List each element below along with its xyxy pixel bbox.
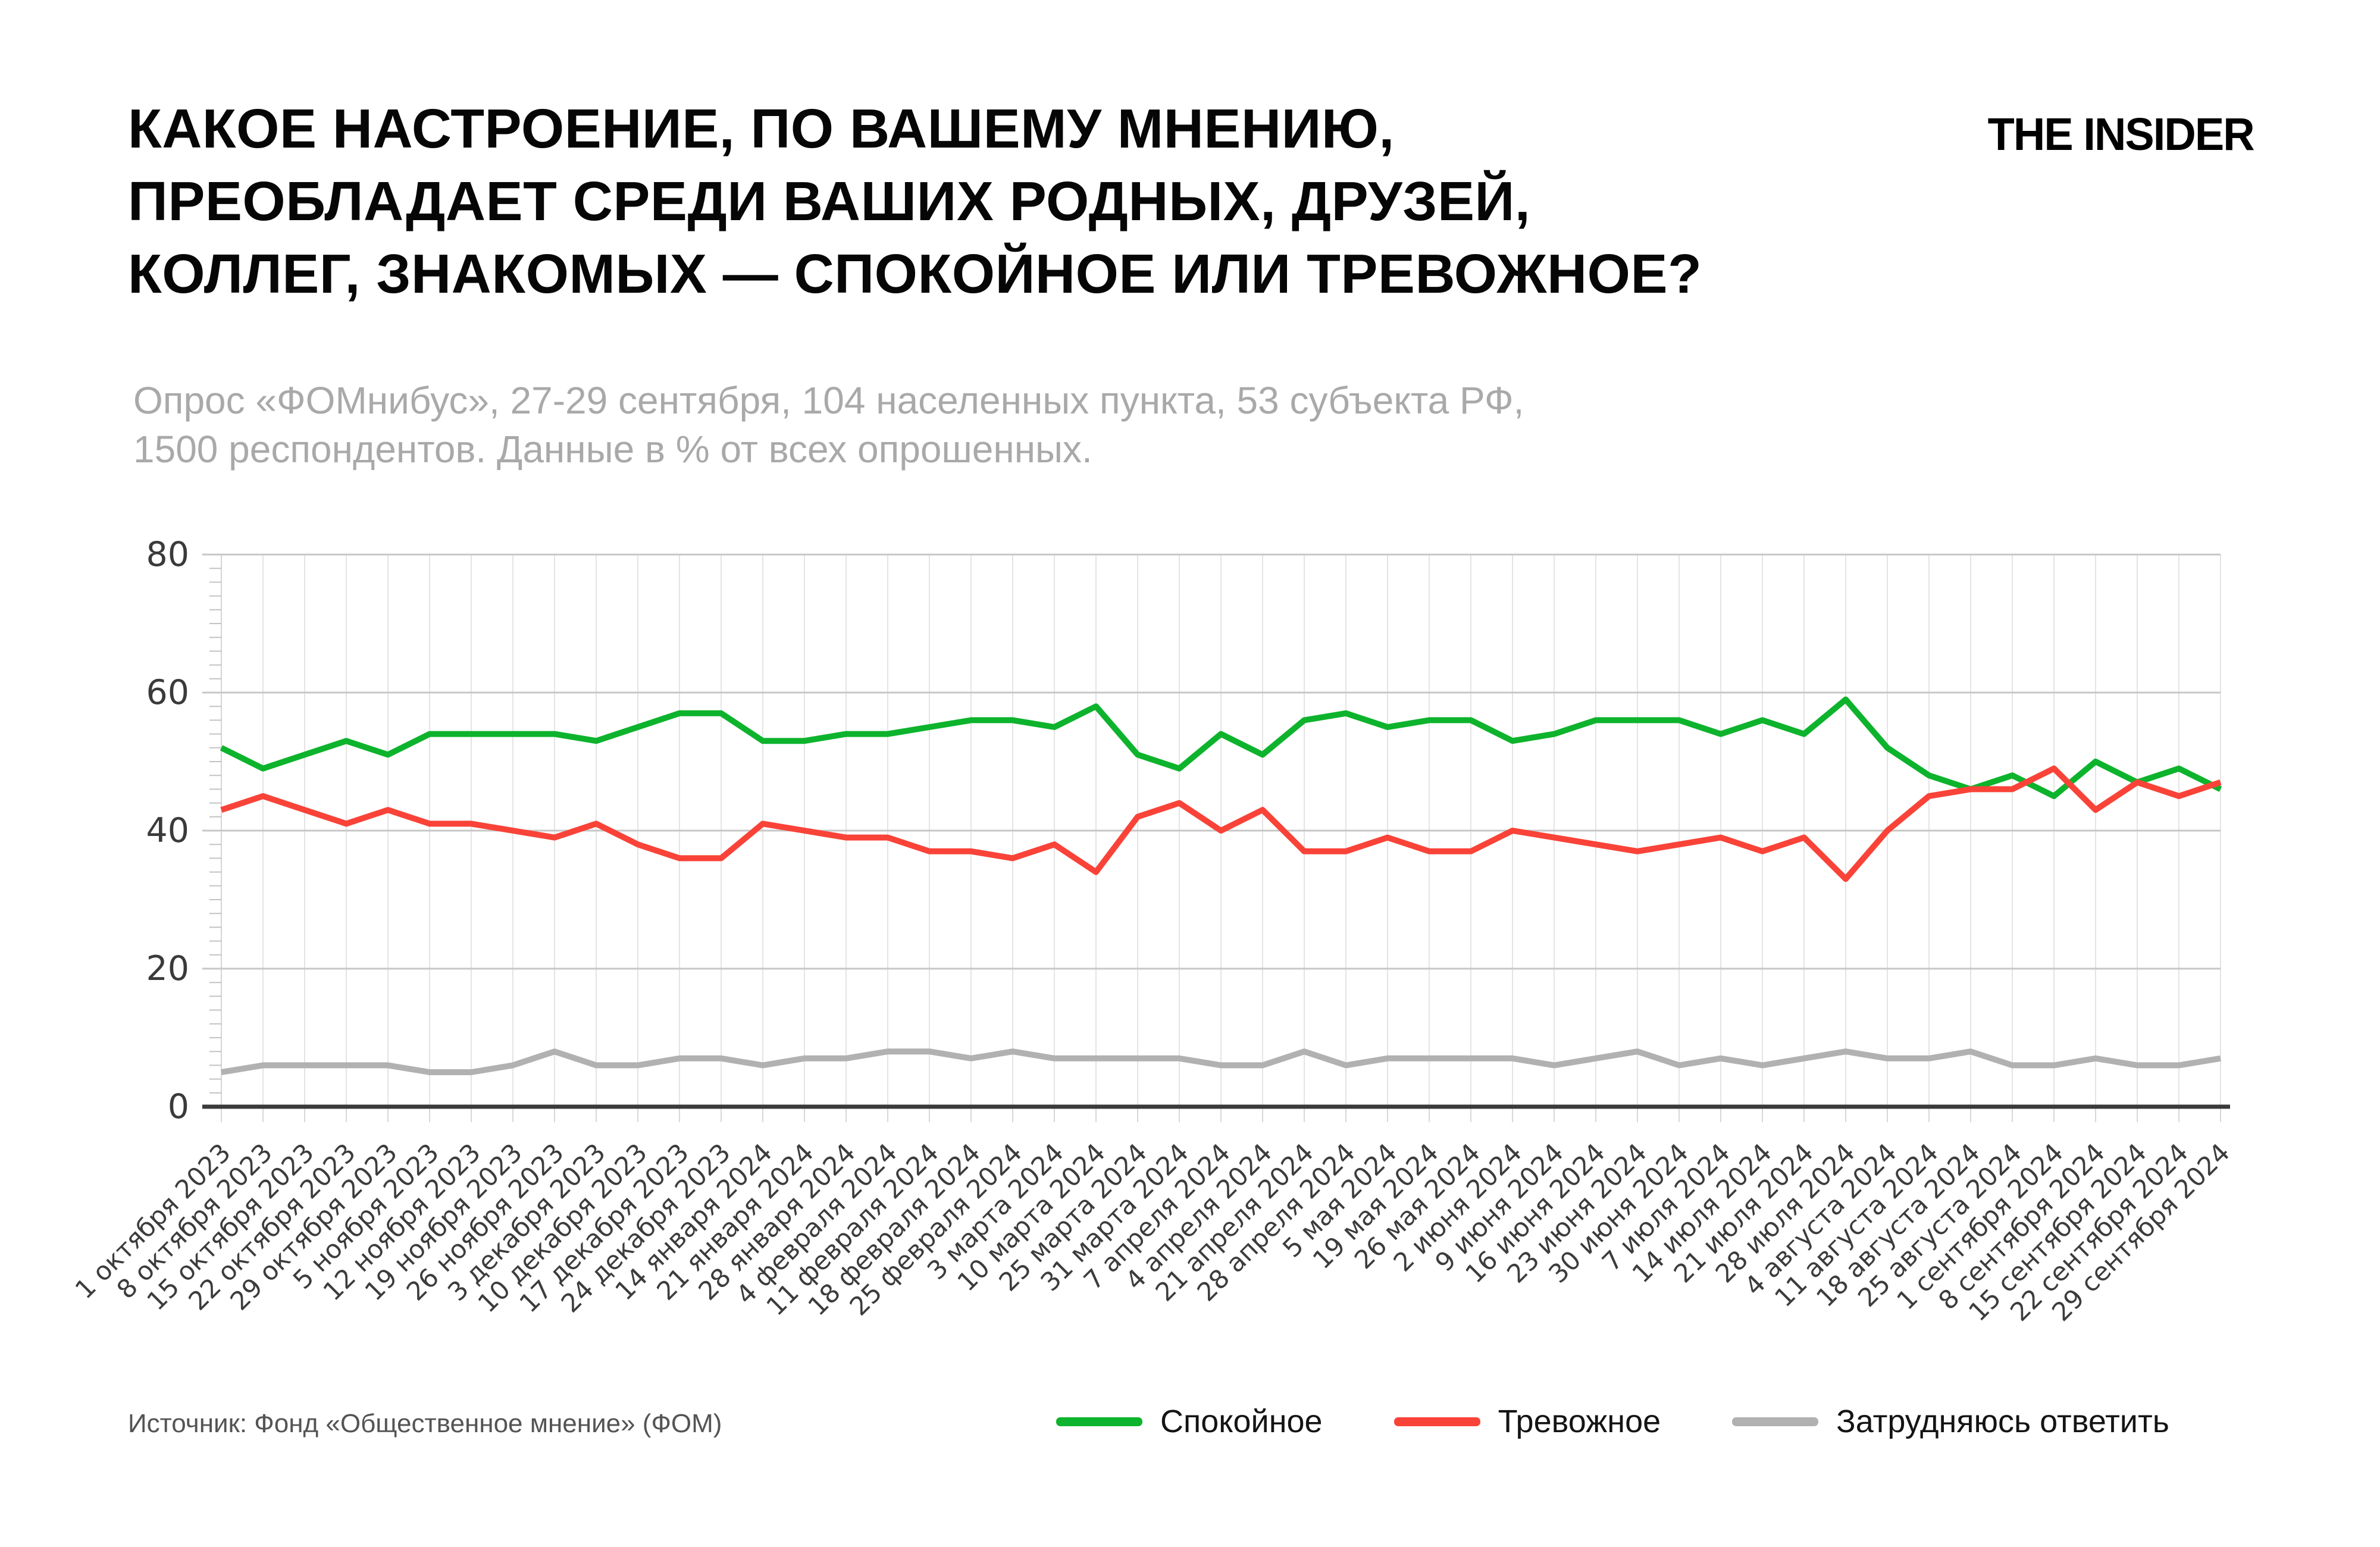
legend-label-undecided: Затрудняюсь ответить — [1836, 1404, 2169, 1439]
legend-item-calm: Спокойное — [1056, 1403, 1323, 1440]
legend-label-anxious: Тревожное — [1498, 1404, 1661, 1439]
legend-label-calm: Спокойное — [1160, 1404, 1323, 1439]
y-tick-label: 40 — [146, 811, 189, 850]
y-tick-label: 60 — [146, 673, 189, 712]
legend-item-undecided: Затрудняюсь ответить — [1732, 1403, 2169, 1440]
y-tick-label: 0 — [168, 1087, 189, 1126]
chart-subtitle: Опрос «ФОМнибус», 27-29 сентября, 104 на… — [133, 376, 1524, 474]
y-tick-label: 20 — [146, 949, 189, 988]
legend-swatch-calm-icon — [1056, 1417, 1142, 1426]
title-line-3: КОЛЛЕГ, ЗНАКОМЫХ — СПОКОЙНОЕ ИЛИ ТРЕВОЖН… — [128, 243, 1702, 305]
chart-legend: Спокойное Тревожное Затрудняюсь ответить — [1056, 1403, 2169, 1440]
brand-logo: THE INSIDER — [1987, 109, 2255, 160]
subtitle-line-1: Опрос «ФОМнибус», 27-29 сентября, 104 на… — [133, 379, 1524, 422]
series-line-anxious — [220, 765, 2222, 882]
page-title: КАКОЕ НАСТРОЕНИЕ, ПО ВАШЕМУ МНЕНИЮ, ПРЕО… — [128, 92, 1702, 310]
legend-item-anxious: Тревожное — [1393, 1403, 1661, 1440]
series-line-undecided — [221, 1048, 2221, 1075]
y-tick-label: 80 — [146, 535, 189, 574]
title-line-1: КАКОЕ НАСТРОЕНИЕ, ПО ВАШЕМУ МНЕНИЮ, — [128, 98, 1395, 159]
series-line-calm — [220, 696, 2222, 799]
legend-swatch-anxious-icon — [1393, 1417, 1480, 1426]
subtitle-line-2: 1500 респондентов. Данные в % от всех оп… — [133, 428, 1092, 471]
legend-swatch-undecided-icon — [1732, 1417, 1819, 1426]
title-line-2: ПРЕОБЛАДАЕТ СРЕДИ ВАШИХ РОДНЫХ, ДРУЗЕЙ, — [128, 170, 1531, 232]
source-note: Источник: Фонд «Общественное мнение» (ФО… — [128, 1409, 722, 1438]
